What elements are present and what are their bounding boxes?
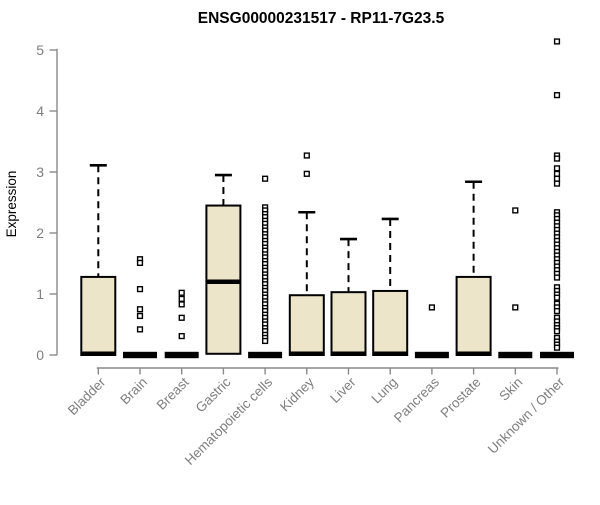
outlier-point	[553, 307, 561, 315]
outlier-point	[136, 306, 144, 313]
outlier-point	[553, 170, 561, 177]
outlier-point	[262, 175, 269, 182]
outlier-point	[553, 180, 561, 187]
outlier-point	[553, 274, 561, 281]
outlier-point	[553, 344, 561, 351]
outlier-point	[428, 304, 436, 311]
outlier-point	[136, 326, 144, 333]
outlier-point	[178, 314, 185, 321]
collapsed-box	[248, 351, 283, 359]
outlier-point	[178, 295, 185, 302]
box	[288, 294, 325, 356]
x-tick-label: Lung	[368, 375, 400, 407]
outlier-point	[512, 207, 519, 214]
outlier-point	[553, 165, 561, 172]
outlier-point	[512, 304, 519, 311]
chart-title: ENSG00000231517 - RP11-7G23.5	[198, 10, 445, 27]
x-tick-label: Kidney	[277, 374, 317, 414]
collapsed-box	[540, 351, 574, 359]
collapsed-box	[414, 351, 449, 359]
x-tick-label: Unknown / Other	[485, 374, 568, 457]
y-tick-label: 3	[36, 164, 44, 180]
outlier-point	[262, 337, 269, 345]
outlier-point	[178, 289, 185, 296]
box	[455, 275, 492, 357]
outlier-point	[553, 92, 561, 99]
y-tick-label: 5	[36, 42, 44, 58]
y-tick-label: 0	[36, 347, 44, 363]
x-tick-label: Pancreas	[391, 374, 442, 425]
y-axis-title: Expression	[4, 171, 19, 238]
outlier-point	[303, 170, 310, 177]
box	[80, 275, 117, 357]
y-tick-label: 1	[36, 286, 44, 302]
x-tick-label: Gastric	[193, 374, 234, 415]
x-tick-label: Prostate	[438, 375, 484, 421]
x-tick-label: Brain	[117, 375, 150, 408]
outlier-point	[303, 152, 310, 159]
collapsed-box	[123, 351, 157, 359]
outlier-point	[553, 175, 561, 182]
box	[330, 291, 367, 357]
x-tick-label: Breast	[154, 374, 192, 412]
outlier-point	[136, 312, 144, 320]
outlier-point	[178, 332, 185, 340]
outlier-point	[178, 301, 185, 308]
outlier-point	[553, 328, 561, 335]
x-tick-label: Bladder	[65, 374, 109, 418]
outlier-point	[553, 155, 561, 162]
outlier-point	[136, 259, 144, 266]
box	[372, 289, 409, 357]
outlier-point	[553, 294, 561, 301]
x-tick-label: Skin	[496, 375, 525, 404]
outlier-point	[136, 286, 144, 293]
collapsed-box	[498, 351, 533, 359]
x-tick-label: Liver	[327, 374, 359, 406]
y-tick-label: 4	[36, 103, 44, 119]
y-tick-label: 2	[36, 225, 44, 241]
outlier-point	[553, 38, 561, 45]
collapsed-box	[164, 351, 199, 359]
